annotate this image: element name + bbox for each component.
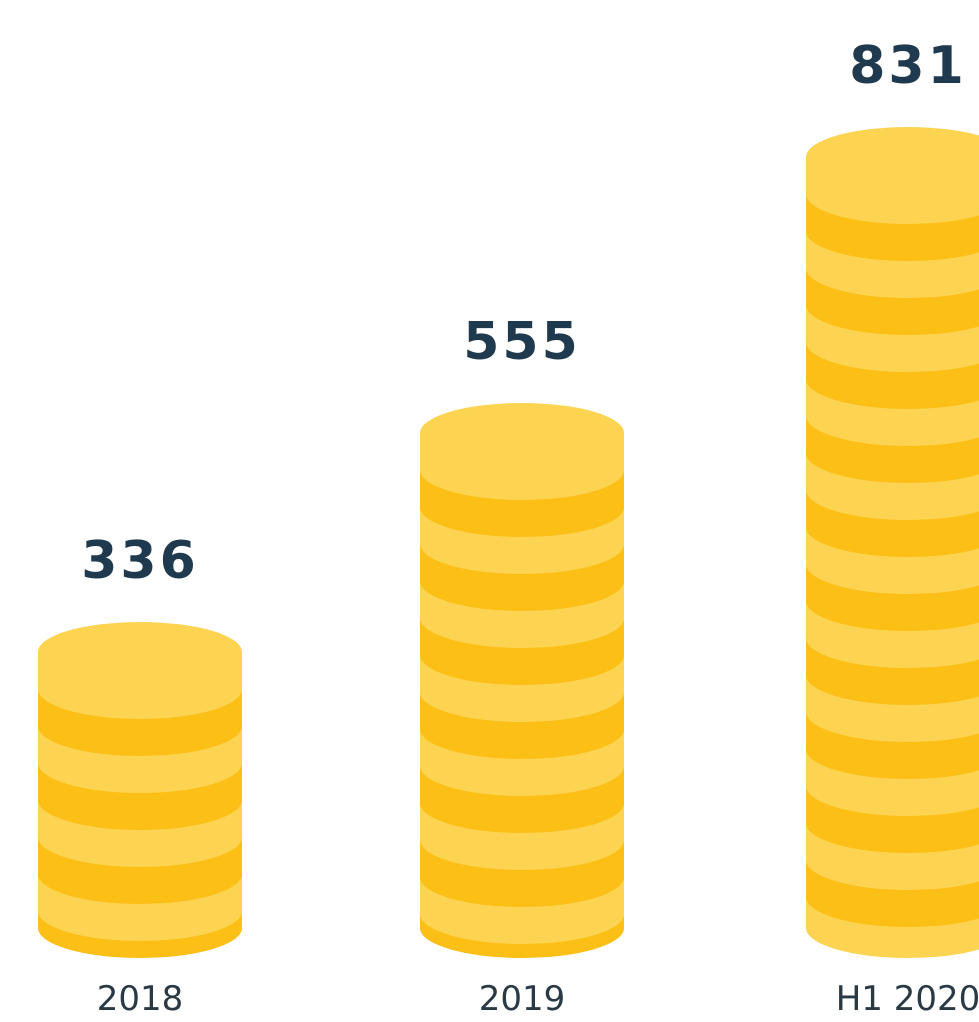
category-label: H1 2020	[836, 979, 979, 1019]
category-label: 2019	[479, 979, 566, 1019]
value-label: 831	[849, 36, 967, 96]
page: 33620185552019831H1 2020 (() => { const …	[0, 0, 979, 1022]
coin-stack	[806, 127, 979, 958]
coin-top	[420, 403, 624, 463]
value-label: 336	[81, 531, 199, 591]
chart: 336 2018 555 2019 831 H1 2020	[0, 0, 979, 1022]
coin-stack	[38, 622, 242, 958]
coin-stack	[420, 403, 624, 958]
category-label: 2018	[97, 979, 184, 1019]
value-label: 555	[463, 312, 581, 372]
coin-top	[38, 622, 242, 682]
